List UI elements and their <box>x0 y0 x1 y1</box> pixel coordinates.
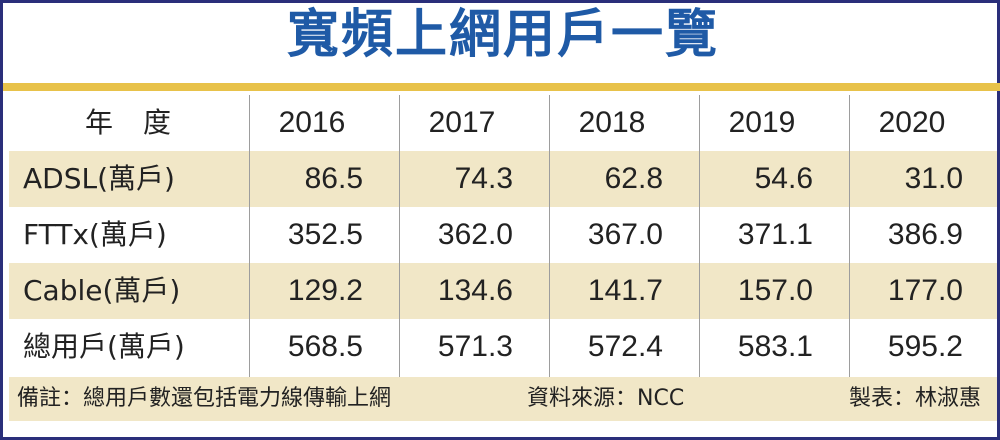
table-cell: 352.5 <box>287 218 363 251</box>
table-cell: 141.7 <box>587 274 663 307</box>
table-cell: 362.0 <box>437 218 513 251</box>
column-divider <box>549 95 550 377</box>
row-label: ADSL(萬戶) <box>23 162 175 195</box>
page-title: 寬頻上網用戶一覽 <box>286 5 719 65</box>
row-label: Cable(萬戶) <box>23 274 181 307</box>
table-cell: 157.0 <box>737 274 813 307</box>
table-cell: 134.6 <box>437 274 513 307</box>
data-source: 資料來源：NCC <box>527 386 685 411</box>
footer-bar: 備註：總用戶數還包括電力線傳輸上網 資料來源：NCC 製表：林淑惠 <box>9 377 997 421</box>
table-cell: 74.3 <box>454 162 513 195</box>
column-divider <box>849 95 850 377</box>
column-divider <box>399 95 400 377</box>
table-row-total: 總用戶(萬戶) 568.5 571.3 572.4 583.1 595.2 <box>9 319 997 375</box>
table-credit: 製表：林淑惠 <box>848 386 981 411</box>
row-label: FTTx(萬戶) <box>23 218 167 251</box>
column-divider <box>249 95 250 377</box>
table-cell: 371.1 <box>737 218 813 251</box>
table-cell: 54.6 <box>754 162 813 195</box>
table-cell: 571.3 <box>437 330 513 363</box>
broadband-table: 年度 2016 2017 2018 2019 2020 ADSL(萬戶) 86.… <box>9 95 997 377</box>
table-header-row: 年度 2016 2017 2018 2019 2020 <box>9 95 997 151</box>
table-cell: 86.5 <box>304 162 363 195</box>
table-row-cable: Cable(萬戶) 129.2 134.6 141.7 157.0 177.0 <box>9 263 997 319</box>
table-cell: 129.2 <box>287 274 363 307</box>
title-divider <box>3 83 1000 91</box>
table-cell: 572.4 <box>587 330 663 363</box>
row-label: 總用戶(萬戶) <box>23 330 185 363</box>
header-year: 2019 <box>728 106 796 139</box>
header-year: 2018 <box>578 106 646 139</box>
header-year: 2016 <box>278 106 346 139</box>
table-cell: 583.1 <box>737 330 813 363</box>
table-cell: 386.9 <box>887 218 963 251</box>
table-cell: 568.5 <box>287 330 363 363</box>
table-cell: 31.0 <box>904 162 963 195</box>
table-row-fttx: FTTx(萬戶) 352.5 362.0 367.0 371.1 386.9 <box>9 207 997 263</box>
header-year: 2020 <box>878 106 946 139</box>
header-year: 2017 <box>428 106 496 139</box>
table-cell: 177.0 <box>887 274 963 307</box>
header-year-label: 年度 <box>85 106 202 139</box>
table-row-adsl: ADSL(萬戶) 86.5 74.3 62.8 54.6 31.0 <box>9 151 997 207</box>
table-cell: 62.8 <box>604 162 663 195</box>
table-cell: 595.2 <box>887 330 963 363</box>
table-cell: 367.0 <box>587 218 663 251</box>
column-divider <box>699 95 700 377</box>
footnote: 備註：總用戶數還包括電力線傳輸上網 <box>17 386 392 411</box>
